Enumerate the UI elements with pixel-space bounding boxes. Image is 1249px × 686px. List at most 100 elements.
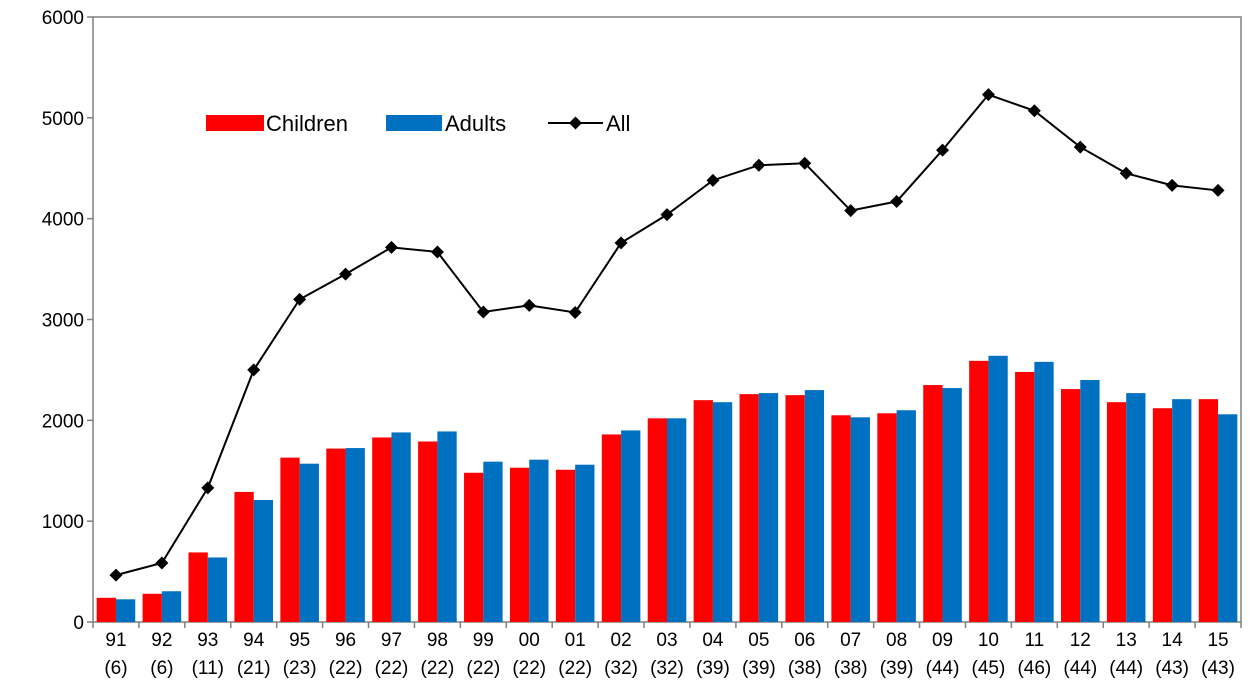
bar-adults (942, 388, 962, 622)
bar-adults (483, 461, 503, 622)
bar-adults (1126, 393, 1146, 622)
point-all (568, 305, 582, 319)
x-tick-sublabel: (21) (237, 658, 271, 679)
bar-children (96, 597, 116, 622)
x-tick-sublabel: (38) (834, 658, 868, 679)
y-tick-label: 2000 (42, 411, 84, 432)
x-tick-label: 06 (794, 630, 815, 651)
point-all (706, 173, 720, 187)
x-tick-sublabel: (39) (742, 658, 776, 679)
x-tick-label: 01 (565, 630, 586, 651)
bar-adults (253, 499, 274, 622)
x-tick-sublabel: (43) (1201, 658, 1235, 679)
x-tick-label: 98 (427, 630, 448, 651)
x-tick-label: 08 (886, 630, 907, 651)
all-line (109, 88, 1225, 582)
x-tick-sublabel: (46) (1017, 658, 1051, 679)
x-tick-label: 94 (243, 630, 265, 651)
bar-children (877, 413, 897, 622)
x-tick-sublabel: (22) (329, 658, 363, 679)
point-all (752, 158, 766, 172)
bar-adults (115, 599, 136, 622)
bar-adults (850, 417, 870, 622)
children-bars (96, 360, 1219, 622)
bar-children (831, 415, 851, 622)
bar-children (923, 385, 943, 622)
x-tick-label: 95 (289, 630, 310, 651)
x-tick-sublabel: (22) (375, 658, 409, 679)
bar-children (142, 593, 162, 622)
bar-children (326, 448, 346, 622)
bar-adults (621, 430, 641, 622)
x-tick-sublabel: (22) (466, 658, 500, 679)
point-all (798, 156, 812, 170)
x-tick-label: 97 (381, 630, 402, 651)
point-all (1119, 166, 1133, 180)
point-all (1027, 104, 1041, 118)
x-tick-sublabel: (44) (926, 658, 960, 679)
x-tick-label: 96 (335, 630, 356, 651)
bar-children (693, 400, 713, 622)
point-all (936, 143, 950, 157)
bar-children (509, 467, 530, 622)
bar-children (1106, 402, 1127, 622)
point-all (109, 568, 123, 582)
x-tick-sublabel: (11) (192, 658, 224, 679)
bar-adults (1034, 361, 1054, 622)
bar-children (555, 469, 576, 622)
x-tick-sublabel: (22) (512, 658, 546, 679)
legend-label-all: All (606, 111, 630, 136)
point-all (522, 298, 536, 312)
bar-children (188, 552, 208, 622)
point-all (201, 481, 215, 495)
x-tick-label: 93 (197, 630, 218, 651)
point-all (247, 363, 261, 377)
bar-children (601, 434, 622, 622)
y-tick-label: 5000 (42, 109, 84, 130)
bar-adults (758, 393, 779, 622)
point-all (476, 305, 490, 319)
point-all (339, 267, 353, 281)
bar-adults (529, 459, 549, 622)
x-tick-label: 99 (473, 630, 494, 651)
bar-children (1060, 389, 1081, 622)
legend-marker-all (569, 116, 582, 130)
legend: Children Adults All (206, 111, 630, 136)
x-tick-label: 92 (151, 630, 172, 651)
point-all (844, 204, 858, 218)
x-tick-sublabel: (38) (788, 658, 822, 679)
y-tick-label: 4000 (42, 210, 84, 231)
bar-adults (804, 390, 825, 622)
y-tick-label: 0 (73, 613, 84, 634)
x-tick-sublabel: (45) (972, 658, 1006, 679)
point-all (890, 195, 904, 209)
x-tick-label: 14 (1162, 630, 1184, 651)
legend-swatch-children (206, 115, 264, 131)
point-all (293, 292, 307, 306)
bar-adults (1080, 380, 1100, 622)
bar-adults (575, 464, 595, 622)
x-tick-label: 02 (611, 630, 632, 651)
x-tick-label: 10 (978, 630, 999, 651)
x-tick-label: 03 (656, 630, 677, 651)
bar-adults (391, 432, 411, 622)
x-tick-label: 04 (702, 630, 724, 651)
point-all (1211, 183, 1225, 197)
x-tick-label: 91 (105, 630, 126, 651)
x-tick-sublabel: (44) (1063, 658, 1097, 679)
bar-adults (712, 402, 733, 622)
bar-children (1015, 371, 1035, 622)
bar-adults (437, 431, 457, 622)
point-all (660, 208, 674, 222)
bar-adults (207, 557, 228, 622)
bar-adults (1218, 414, 1238, 622)
x-tick-sublabel: (44) (1109, 658, 1143, 679)
x-tick-sublabel: (39) (880, 658, 914, 679)
x-tick-sublabel: (39) (696, 658, 730, 679)
x-tick-label: 12 (1070, 630, 1091, 651)
point-all (981, 88, 995, 102)
point-all (614, 236, 628, 250)
bar-children (785, 395, 805, 622)
